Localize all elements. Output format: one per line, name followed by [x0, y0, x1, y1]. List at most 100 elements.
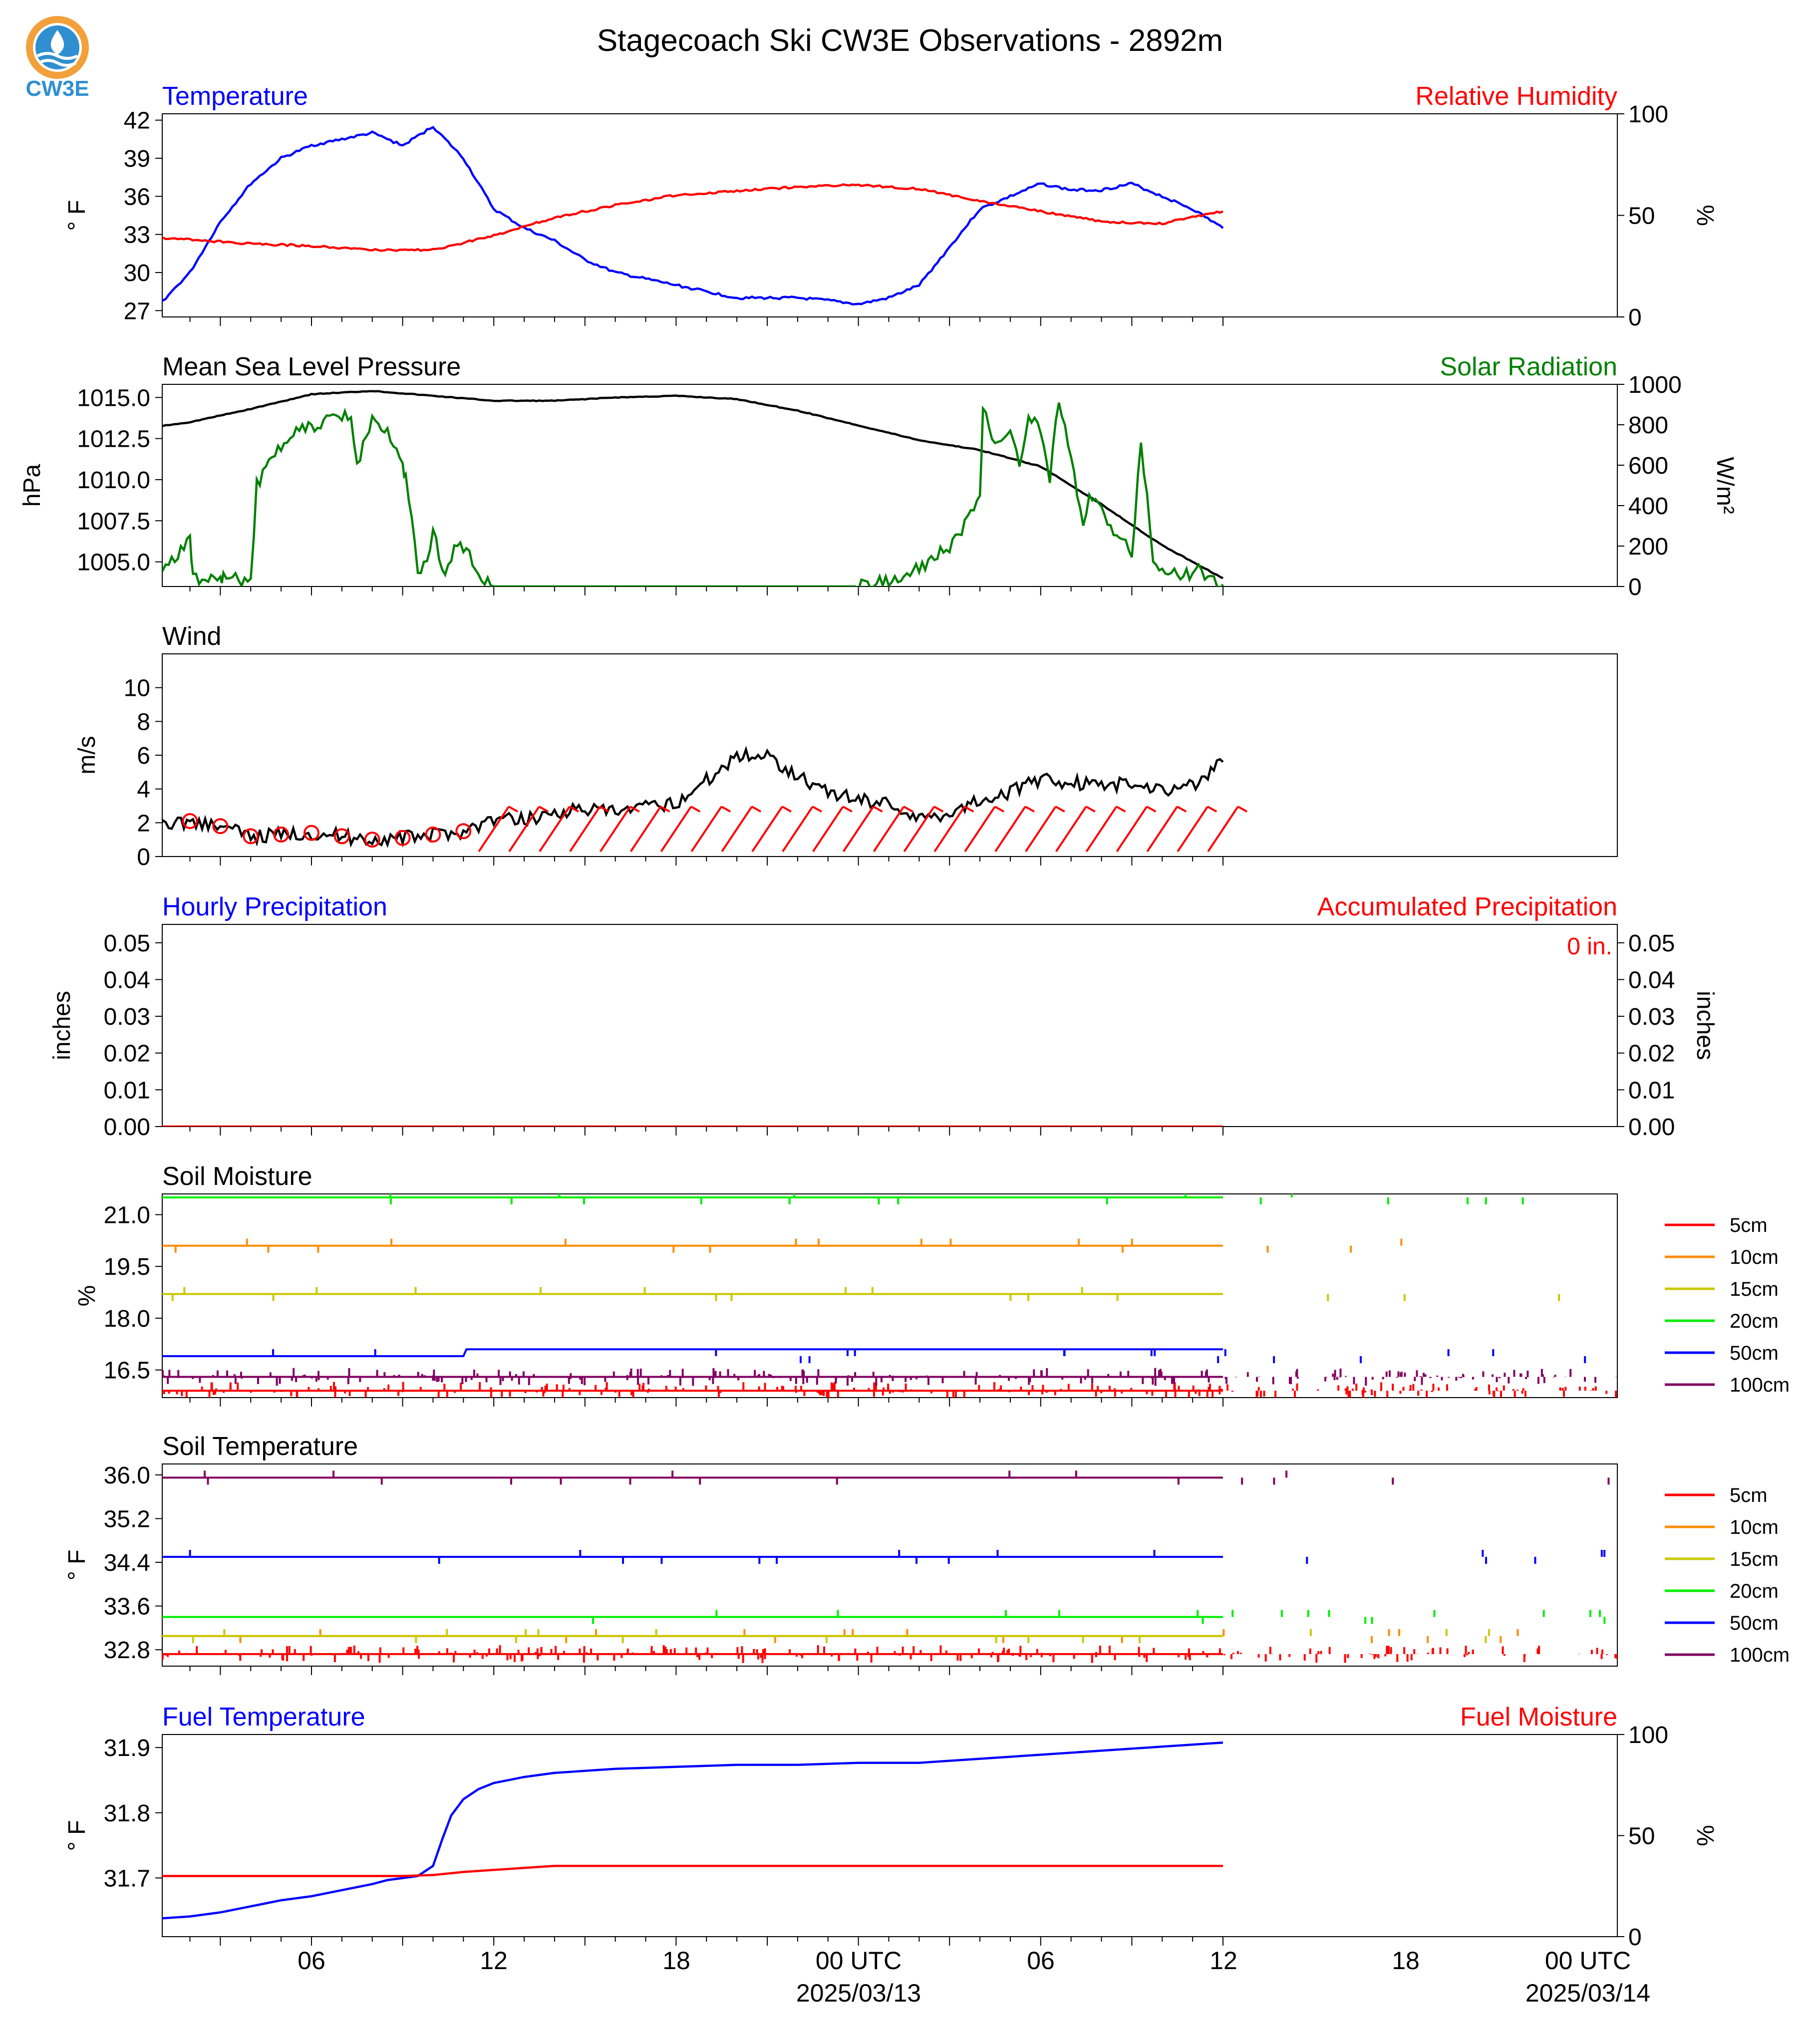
wind-barb-flag	[599, 806, 609, 813]
wind-barb-flag	[1116, 806, 1126, 813]
wind-calm-marker	[364, 832, 380, 848]
wind-calm-marker	[425, 827, 441, 843]
y2-tick-label: 100	[1628, 1722, 1668, 1748]
y2-axis-label: %	[1692, 1825, 1718, 1846]
wind-barb-flag	[1177, 806, 1187, 813]
wind-barb	[690, 806, 722, 853]
legend-label: 10cm	[1730, 1516, 1779, 1538]
y-tick-label: 0.02	[104, 1041, 150, 1067]
wind-barb-flag	[782, 806, 792, 813]
y-axis-label: hPa	[19, 464, 45, 507]
y-axis-label: inches	[49, 991, 75, 1060]
wind-calm-marker	[333, 828, 350, 845]
chart-panel-2: Mean Sea Level Pressure Solar Radiation 10…	[19, 352, 1738, 600]
y2-tick-label: 0.03	[1628, 1004, 1675, 1030]
y-tick-label: 27	[124, 298, 150, 324]
wind-barb	[1177, 806, 1209, 853]
legend-label: 15cm	[1730, 1548, 1779, 1570]
wind-calm-marker	[243, 828, 259, 845]
wind-barb	[782, 806, 814, 853]
y-tick-label: 0.01	[104, 1077, 150, 1104]
wind-barb	[842, 806, 875, 853]
series-group	[162, 1741, 1223, 1920]
y-tick-label: 4	[137, 777, 150, 803]
series-group	[162, 1470, 1617, 1663]
wind-barb-flag	[539, 806, 549, 813]
series-line-mean-sea-level-pressure	[162, 390, 1223, 579]
wind-barb	[1146, 806, 1178, 853]
series-line-fuel-temperature	[162, 1741, 1223, 1920]
series-line-relative-humidity	[162, 183, 1223, 252]
y-axis-label: m/s	[74, 736, 100, 774]
y2-tick-label: 200	[1628, 534, 1668, 560]
wind-calm-marker	[273, 827, 290, 843]
wind-barb-flag	[508, 806, 519, 813]
wind-barb	[1116, 806, 1148, 853]
series-group	[162, 1194, 1617, 1398]
x-tick-label: 06	[1027, 1947, 1055, 1975]
x-axis: 06 12 18 00 UTC 06 12 18 00 UTC 2025/03/…	[298, 1947, 1650, 2007]
wind-barb	[660, 806, 692, 853]
legend-label: 100cm	[1730, 1644, 1790, 1666]
y-tick-label: 21.0	[104, 1202, 150, 1228]
y2-axis-label: inches	[1692, 991, 1718, 1060]
chart-panel-7: Fuel Temperature Fuel Moisture 31.7 31.8 31.…	[64, 1703, 1718, 1951]
wind-barb-flag	[903, 806, 913, 813]
y-tick-label: 1012.5	[77, 426, 150, 453]
wind-barb-flag	[1146, 806, 1157, 813]
y2-tick-label: 0.00	[1628, 1114, 1675, 1141]
series-line-solar-radiation	[162, 402, 1224, 586]
wind-calm-marker	[303, 825, 319, 841]
x-date-label: 2025/03/13	[796, 1979, 921, 2007]
series-line-wind	[162, 746, 1224, 849]
y2-tick-label: 1000	[1628, 372, 1682, 398]
x-tick-label: 12	[480, 1947, 508, 1975]
panel-title-left: Soil Moisture	[162, 1162, 312, 1191]
wind-barb-flag	[660, 806, 670, 813]
logo-text: CW3E	[25, 76, 89, 101]
y-axis-label: %	[74, 1285, 100, 1307]
wind-calm-marker	[455, 823, 472, 840]
y-tick-label: 2	[137, 810, 150, 837]
x-tick-label: 12	[1210, 1947, 1237, 1975]
y2-tick-label: 50	[1628, 203, 1655, 230]
y-tick-label: 31.8	[104, 1800, 150, 1827]
wind-barb	[873, 806, 905, 853]
wind-barb	[964, 806, 996, 853]
series-line-fuel-moisture	[162, 1865, 1223, 1877]
y-tick-label: 31.9	[104, 1735, 150, 1761]
y2-tick-label: 0.05	[1628, 930, 1675, 957]
panel-title-right: Solar Radiation	[1440, 352, 1617, 381]
y2-axis-label: W/m²	[1712, 457, 1738, 514]
y-tick-label: 0.03	[104, 1004, 150, 1030]
y-tick-label: 30	[124, 260, 150, 287]
chart-panel-3: Wind 0 2 4 6 8 10 m/s	[74, 622, 1618, 870]
x-date-label: 2025/03/14	[1525, 1979, 1650, 2007]
wind-barb	[539, 806, 571, 853]
panel-title-left: Temperature	[162, 82, 308, 111]
y-tick-label: 42	[124, 108, 150, 134]
legend-label: 5cm	[1730, 1214, 1768, 1236]
legend-label: 15cm	[1730, 1278, 1779, 1300]
x-tick-label: 00 UTC	[816, 1947, 902, 1975]
y2-tick-label: 800	[1628, 412, 1668, 439]
y-tick-label: 19.5	[104, 1254, 150, 1280]
wind-barb	[629, 806, 662, 853]
y2-tick-label: 0.02	[1628, 1041, 1675, 1067]
y-tick-label: 33	[124, 222, 150, 249]
wind-barb	[478, 806, 510, 853]
panel-title-right: Fuel Moisture	[1460, 1703, 1617, 1732]
legend: 5cm 10cm 15cm 20cm 50cm 100cm	[1665, 1484, 1790, 1666]
series-group	[162, 126, 1224, 305]
y-tick-label: 35.2	[104, 1506, 150, 1532]
y-tick-label: 1007.5	[77, 508, 150, 535]
chart-panel-4: Hourly Precipitation Accumulated Precipit…	[49, 892, 1718, 1141]
wind-barb-flag	[994, 806, 1005, 813]
y-tick-label: 39	[124, 146, 150, 172]
y-tick-label: 10	[124, 675, 150, 702]
panel-title-left: Mean Sea Level Pressure	[162, 352, 461, 381]
panel-title-left: Fuel Temperature	[162, 1703, 365, 1732]
legend-label: 10cm	[1730, 1246, 1779, 1268]
cw3e-logo: CW3E	[25, 16, 89, 101]
wind-calm-marker	[182, 813, 198, 829]
